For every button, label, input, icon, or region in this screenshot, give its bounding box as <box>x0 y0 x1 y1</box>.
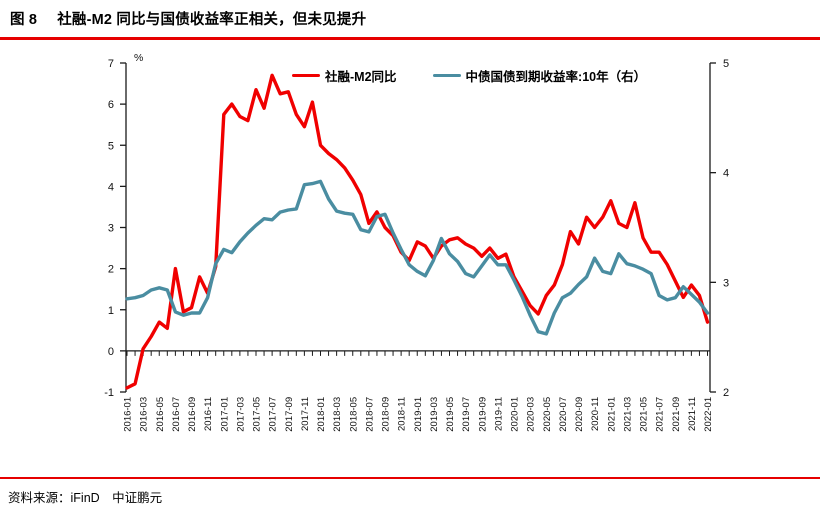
y-axis-right-tick-label: 3 <box>723 277 729 289</box>
cgb-yield-line <box>125 179 710 336</box>
figure-title: 社融-M2 同比与国债收益率正相关，但未见提升 <box>57 12 367 28</box>
x-axis-tick-label: 2016-05 <box>155 397 166 432</box>
x-axis-tick-label: 2019-05 <box>445 397 456 432</box>
y-axis-left-tick-label: 5 <box>108 140 114 152</box>
left-axis-unit-label: % <box>134 52 143 64</box>
x-axis-tick-label: 2020-07 <box>558 397 569 432</box>
y-axis-left-tick-label: -1 <box>104 387 114 399</box>
x-axis-tick-label: 2019-03 <box>429 397 440 432</box>
legend-item-cgb-yield: 中债国债到期收益率:10年（右） <box>432 66 647 85</box>
x-axis-tick-label: 2016-07 <box>171 397 182 432</box>
y-axis-left-tick-label: 0 <box>108 346 114 358</box>
x-axis-tick-label: 2016-11 <box>203 397 214 431</box>
title-divider-rule <box>0 37 820 40</box>
x-axis-tick-label: 2016-09 <box>187 397 198 432</box>
x-axis-tick-label: 2019-07 <box>461 397 472 432</box>
x-axis-tick-label: 2017-07 <box>268 397 279 432</box>
tsf-m2-line <box>125 73 710 390</box>
x-axis-tick-label: 2018-07 <box>364 397 375 432</box>
y-axis-left-tick-label: 6 <box>108 99 114 111</box>
y-axis-left-tick-label: 1 <box>108 305 114 317</box>
x-axis-tick-label: 2018-01 <box>316 397 327 432</box>
y-axis-right-tick-label: 2 <box>723 387 729 399</box>
x-axis-tick-label: 2021-01 <box>606 397 617 432</box>
x-axis-tick-label: 2017-09 <box>284 397 295 432</box>
figure-label: 图 8 <box>10 12 38 28</box>
y-axis-right-tick-label: 5 <box>723 58 729 70</box>
x-axis-tick-label: 2018-05 <box>348 397 359 432</box>
x-axis-tick-label: 2019-09 <box>477 397 488 432</box>
legend-item-tsf-m2: 社融-M2同比 <box>292 66 397 85</box>
x-axis-tick-label: 2018-09 <box>381 397 392 432</box>
y-axis-left-tick-label: 4 <box>108 181 114 193</box>
tsf-m2-line-swatch <box>292 73 320 78</box>
x-axis-tick-label: 2020-01 <box>510 397 521 432</box>
x-axis-tick-label: 2020-09 <box>574 397 585 432</box>
y-axis-left-tick-label: 2 <box>108 264 114 276</box>
x-axis-tick-label: 2022-01 <box>703 397 714 432</box>
x-axis-tick-label: 2019-11 <box>493 397 504 431</box>
cgb-yield-line-swatch <box>432 73 461 78</box>
x-axis-tick-label: 2021-09 <box>671 397 682 432</box>
x-axis-tick-label: 2018-11 <box>397 397 408 431</box>
y-axis-left-tick-label: 7 <box>108 58 114 70</box>
x-axis-tick-label: 2017-01 <box>219 397 230 432</box>
x-axis-tick-label: 2021-03 <box>622 397 633 432</box>
legend-label-tsf-m2: 社融-M2同比 <box>325 70 397 84</box>
x-axis-tick-label: 2021-05 <box>639 397 650 432</box>
y-axis-right-tick-label: 4 <box>723 168 729 180</box>
footer-divider-rule <box>0 477 820 479</box>
x-axis-tick-label: 2018-03 <box>332 397 343 432</box>
y-axis-left-tick-label: 3 <box>108 223 114 235</box>
x-axis-tick-label: 2019-01 <box>413 397 424 432</box>
source-note: 资料来源：iFinD 中证鹏元 <box>8 491 163 505</box>
x-axis-tick-label: 2021-11 <box>687 397 698 431</box>
x-axis-tick-label: 2020-11 <box>590 397 601 431</box>
x-axis-tick-label: 2020-03 <box>526 397 537 432</box>
legend-label-cgb-yield: 中债国债到期收益率:10年（右） <box>465 70 647 84</box>
figure-title-row: 图 8 社融-M2 同比与国债收益率正相关，但未见提升 <box>10 8 366 29</box>
x-axis-tick-label: 2017-11 <box>300 397 311 431</box>
x-axis-tick-label: 2017-05 <box>252 397 263 432</box>
chart-legend: 社融-M2同比 中债国债到期收益率:10年（右） <box>292 66 646 85</box>
x-axis-tick-label: 2016-01 <box>123 397 134 432</box>
x-axis-tick-label: 2021-07 <box>655 397 666 432</box>
x-axis-tick-label: 2017-03 <box>235 397 246 432</box>
x-axis-tick-label: 2020-05 <box>542 397 553 432</box>
x-axis-tick-label: 2016-03 <box>139 397 150 432</box>
